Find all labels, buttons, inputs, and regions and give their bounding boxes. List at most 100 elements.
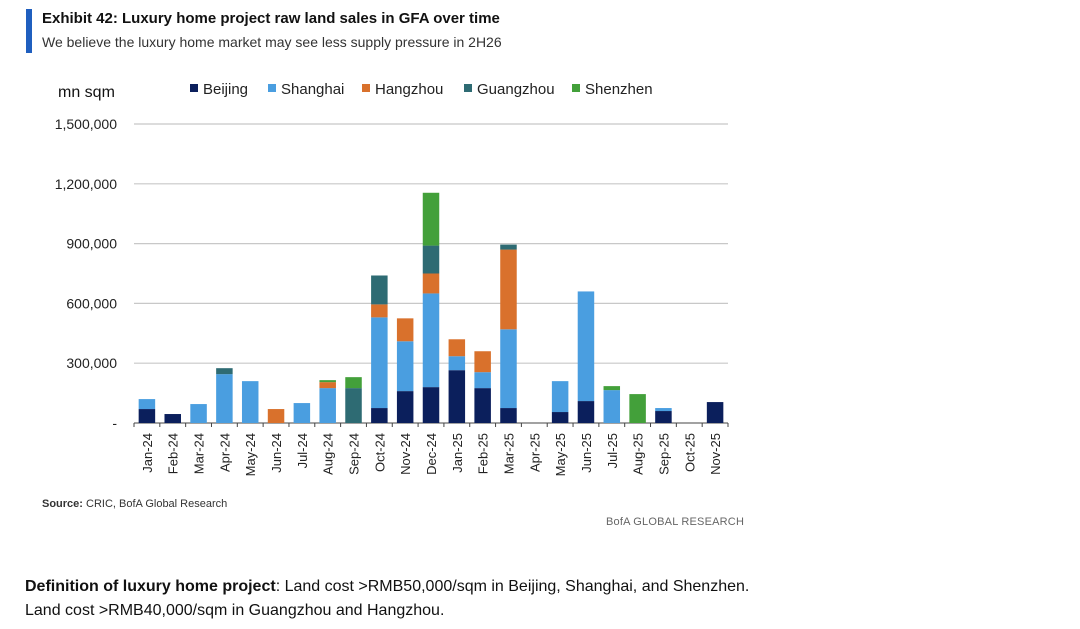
x-tick-label: Jul-24 [295,433,310,468]
bar-segment-shenzhen [319,380,336,383]
legend-label-beijing: Beijing [203,81,248,98]
x-tick-label: Feb-24 [166,433,181,474]
y-tick-label: 1,500,000 [55,116,117,132]
bar-segment-shanghai [500,329,517,409]
bar-segment-shanghai [319,388,336,423]
x-tick-label: Oct-25 [682,433,697,472]
legend-label-shanghai: Shanghai [281,81,344,98]
bar-segment-shanghai [371,317,388,409]
y-axis-ticks: - 300,000 600,000 900,000 1,200,000 1,500,000 [55,116,118,431]
brand-label: BofA GLOBAL RESEARCH [606,516,745,528]
y-tick-label: - [112,415,117,431]
legend-label-hangzhou: Hangzhou [375,81,443,98]
y-tick-label: 1,200,000 [55,176,117,192]
bar-segment-shanghai [551,381,569,413]
x-tick-label: Jul-25 [605,433,620,468]
legend-swatch-guangzhou [464,84,472,92]
x-tick-label: Aug-25 [631,433,646,475]
bar-segment-hangzhou [267,409,285,423]
x-tick-label: Feb-25 [476,433,491,474]
bar-segment-shenzhen [603,386,621,391]
x-tick-label: May-24 [243,433,258,476]
x-tick-label: May-25 [553,433,568,476]
x-tick-label: Jun-24 [269,433,284,473]
bar-segment-beijing [706,402,724,423]
bar-segment-beijing [396,391,414,423]
x-tick-label: Oct-24 [372,433,387,472]
source-label: Source: [42,498,83,510]
bar-segment-beijing [655,411,672,423]
y-axis-unit-label: mn sqm [58,84,115,101]
bar-segment-beijing [138,409,156,423]
legend-label-guangzhou: Guangzhou [477,81,555,98]
chart-subtitle: We believe the luxury home market may se… [42,34,502,50]
bar-segment-guangzhou [500,244,517,250]
bar-segment-shanghai [577,291,595,402]
x-tick-label: Sep-25 [656,433,671,475]
bar-segment-guangzhou [371,275,388,305]
bar-segment-shanghai [138,399,156,410]
legend-label-shenzhen: Shenzhen [585,81,653,98]
chart-title: Exhibit 42: Luxury home project raw land… [42,10,500,27]
x-tick-label: Dec-24 [424,433,439,475]
source-text: CRIC, BofA Global Research [82,498,228,510]
bar-segment-hangzhou [319,382,336,389]
bar-segment-beijing [371,408,388,423]
bar-segment-shanghai [474,372,491,389]
x-tick-label: Jan-24 [140,433,155,473]
legend-swatch-shenzhen [572,84,580,92]
bar-segment-shanghai [216,374,233,423]
x-axis-ticks: Jan-24 Feb-24 Mar-24 Apr-24 May-24 Jun-24 Jul-… [133,423,729,476]
x-tick-label: Jan-25 [450,433,465,473]
bar-segment-hangzhou [500,249,517,330]
definition-text: : Land cost >RMB50,000/sqm in Beijing, S… [25,578,750,619]
bar-segment-guangzhou [345,388,362,423]
bars [138,192,724,423]
source-note: Source: CRIC, BofA Global Research [42,498,227,510]
y-tick-label: 600,000 [66,295,117,311]
bar-segment-beijing [164,414,181,423]
bar-segment-guangzhou [422,245,440,274]
x-tick-label: Mar-24 [192,433,207,474]
x-tick-label: Aug-24 [321,433,336,475]
bar-segment-beijing [551,412,569,423]
bar-segment-beijing [577,401,595,423]
bar-segment-beijing [474,388,491,423]
bar-segment-shenzhen [422,192,440,246]
y-tick-label: 900,000 [66,236,117,252]
x-tick-label: Apr-24 [217,433,232,472]
bar-segment-shanghai [448,356,466,371]
bar-segment-shanghai [422,293,440,388]
x-tick-label: Nov-24 [398,433,413,475]
bar-segment-beijing [500,408,517,423]
bar-segment-guangzhou [216,368,233,375]
bar-segment-hangzhou [371,304,388,318]
bar-segment-shanghai [241,381,259,423]
x-tick-label: Sep-24 [347,433,362,475]
bar-segment-hangzhou [474,351,491,373]
accent-bar [26,9,32,53]
legend-swatch-hangzhou [362,84,370,92]
bar-segment-shanghai [293,403,311,423]
bar-segment-shenzhen [345,377,362,389]
bar-segment-hangzhou [422,273,440,294]
x-tick-label: Apr-25 [527,433,542,472]
legend-swatch-beijing [190,84,198,92]
bar-segment-shenzhen [629,394,646,423]
legend-swatch-shanghai [268,84,276,92]
bar-segment-beijing [448,370,466,423]
x-tick-label: Nov-25 [708,433,723,475]
bar-segment-shanghai [396,341,414,392]
bar-segment-shanghai [603,390,621,423]
x-tick-label: Mar-25 [501,433,516,474]
legend: Beijing Shanghai Hangzhou Guangzhou Shenzhen [190,81,653,98]
bar-segment-hangzhou [448,339,466,357]
definition-term: Definition of luxury home project [25,578,276,595]
gridlines [134,123,728,424]
x-tick-label: Jun-25 [579,433,594,473]
bar-segment-beijing [422,387,440,423]
bar-segment-hangzhou [396,318,414,342]
definition-note: Definition of luxury home project: Land … [25,575,785,623]
bar-segment-shanghai [190,404,207,423]
